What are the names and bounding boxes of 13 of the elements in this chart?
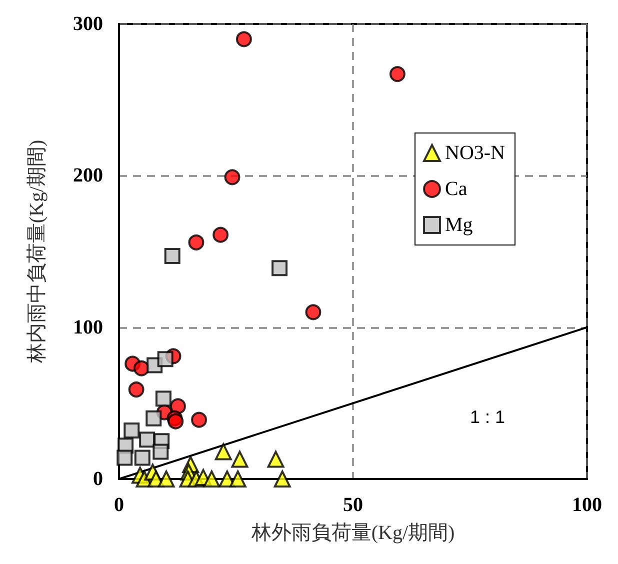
y-tick-label: 0 (93, 468, 103, 490)
y-tick-label: 100 (73, 316, 103, 338)
y-axis-title: 林内雨中負荷量(Kg/期間) (26, 140, 48, 364)
x-tick-label: 100 (572, 494, 602, 516)
legend-label: NO3-N (445, 142, 506, 164)
x-tick-label: 0 (114, 494, 124, 516)
legend-label: Mg (445, 214, 473, 236)
y-tick-label: 200 (73, 164, 103, 187)
legend-label: Ca (445, 178, 468, 200)
x-axis-title: 林外雨負荷量(Kg/期間) (250, 522, 455, 544)
y-tick-label: 300 (73, 13, 103, 35)
annotation: 1 : 1 (470, 407, 506, 427)
x-tick-label: 50 (343, 494, 363, 516)
